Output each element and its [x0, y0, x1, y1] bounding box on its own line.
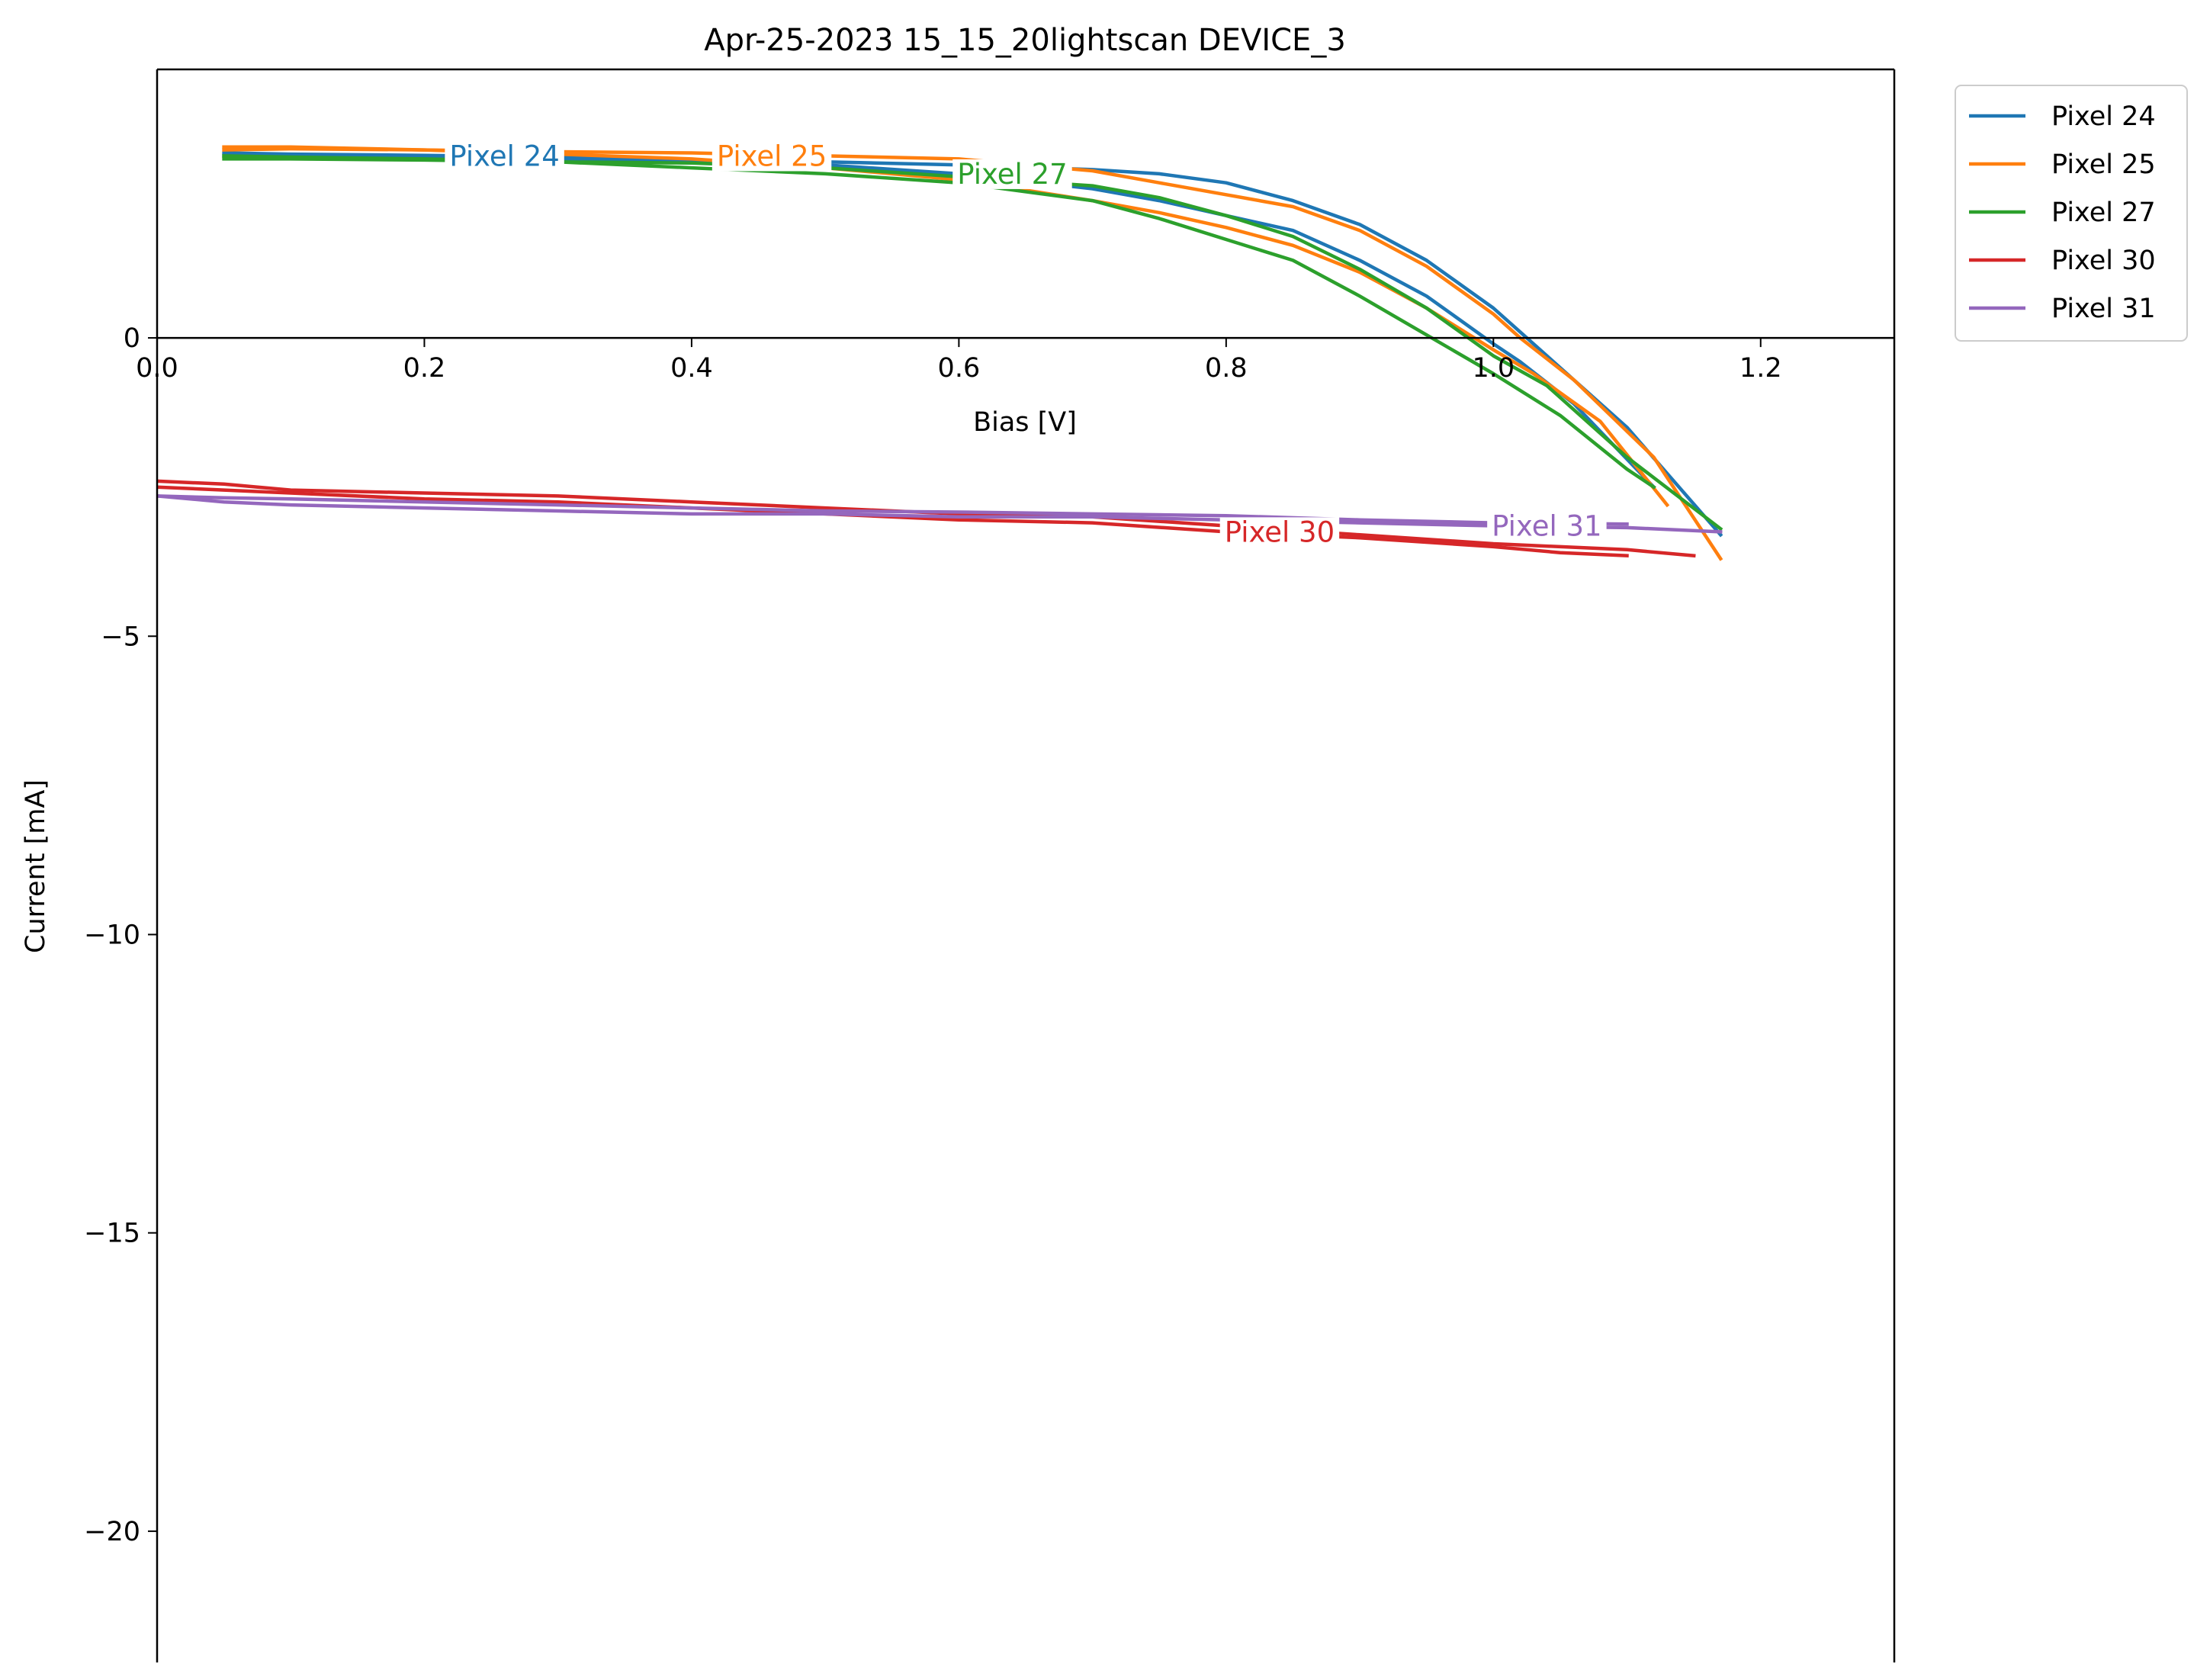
y-axis-label: Current [mA]: [21, 779, 51, 953]
x-axis-label: Bias [V]: [973, 407, 1077, 438]
y-tick-label: 0: [124, 323, 140, 354]
inline-label-pixel-25: Pixel 25: [712, 140, 832, 172]
chart-title: Apr-25-2023 15_15_20lightscan DEVICE_3: [704, 23, 1346, 58]
svg-text:Pixel 31: Pixel 31: [1492, 510, 1601, 543]
legend: Pixel 24 Pixel 25 Pixel 27 Pixel 30 Pixel 31: [1955, 85, 2188, 342]
inline-label-pixel-30: Pixel 30: [1219, 516, 1340, 548]
svg-text:Pixel 30: Pixel 30: [1225, 516, 1335, 548]
legend-label: Pixel 24: [2051, 101, 2156, 132]
x-tick-label: 0.4: [670, 353, 713, 384]
x-tick-label: 1.0: [1472, 353, 1515, 384]
x-tick-label: 1.2: [1739, 353, 1782, 384]
legend-label: Pixel 30: [2051, 246, 2156, 276]
legend-label: Pixel 31: [2051, 294, 2156, 324]
inline-label-pixel-31: Pixel 31: [1487, 510, 1607, 543]
legend-label: Pixel 27: [2051, 198, 2156, 228]
x-tick-label: 0.6: [938, 353, 981, 384]
legend-item-pixel-24: Pixel 24: [1969, 101, 2156, 132]
legend-item-pixel-25: Pixel 25: [1969, 149, 2156, 180]
y-tick-label: −20: [84, 1517, 140, 1547]
x-tick-label: 0.8: [1205, 353, 1248, 384]
svg-text:Pixel 24: Pixel 24: [449, 140, 559, 172]
svg-text:Pixel 25: Pixel 25: [717, 140, 827, 172]
plot-area: Pixel 24 Pixel 25 Pixel 27 Pixel 30 Pixel 31: [157, 140, 1723, 561]
series-line-pixel-31-trace-2: [157, 494, 1629, 526]
series-line-pixel-24-trace-2: [222, 151, 1656, 490]
legend-item-pixel-30: Pixel 30: [1969, 246, 2156, 276]
y-tick-label: −10: [84, 920, 140, 950]
inline-label-pixel-27: Pixel 27: [952, 158, 1072, 191]
svg-text:Pixel 27: Pixel 27: [957, 158, 1067, 191]
x-tick-label: 0.0: [136, 353, 178, 384]
y-tick-label: −5: [101, 622, 140, 652]
inline-label-pixel-24: Pixel 24: [445, 140, 564, 172]
legend-item-pixel-27: Pixel 27: [1969, 198, 2156, 228]
legend-item-pixel-31: Pixel 31: [1969, 294, 2156, 324]
series-line-pixel-27-trace-2: [222, 154, 1656, 490]
y-tick-label: −15: [84, 1219, 140, 1249]
series-line-pixel-31-trace-1: [157, 494, 1723, 534]
legend-box: [1955, 85, 2188, 342]
axes: 0.0 0.2 0.4 0.6 0.8 1.0 1.2 0 −5 −10 −15 −20: [84, 68, 1896, 1662]
legend-label: Pixel 25: [2051, 149, 2156, 180]
x-tick-label: 0.2: [403, 353, 446, 384]
